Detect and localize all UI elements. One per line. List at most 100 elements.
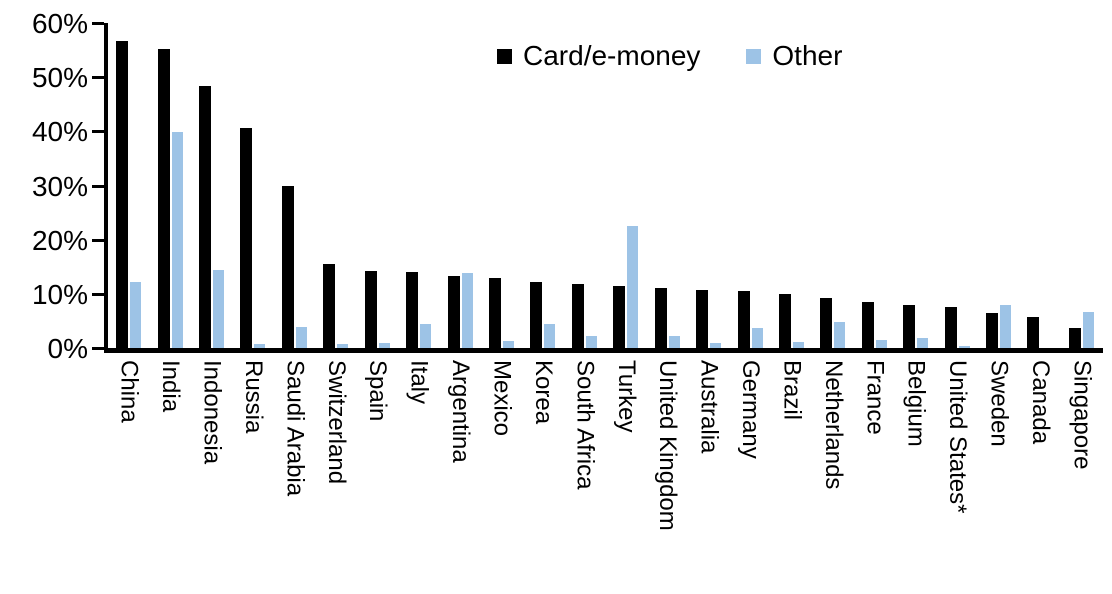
y-tick-label-50: 50% bbox=[31, 62, 88, 94]
x-label-france: France bbox=[861, 360, 889, 435]
y-tick-mark-50 bbox=[92, 76, 104, 80]
legend-label-card-e-money: Card/e-money bbox=[523, 40, 701, 71]
bar-other-italy bbox=[420, 324, 432, 348]
bar-other-germany bbox=[751, 328, 763, 348]
plot-area bbox=[108, 23, 1102, 348]
bar-group-germany bbox=[729, 23, 770, 348]
y-tick-label-30: 30% bbox=[31, 170, 88, 202]
legend-item-card-e-money: Card/e-money bbox=[497, 40, 700, 72]
bar-card-e-money-saudi-arabia bbox=[281, 186, 294, 348]
x-axis-line bbox=[104, 348, 1103, 353]
bar-other-united-kingdom bbox=[668, 336, 680, 348]
x-label-italy: Italy bbox=[405, 360, 433, 405]
y-tick-mark-40 bbox=[92, 130, 104, 134]
x-label-russia: Russia bbox=[239, 360, 267, 434]
bar-card-e-money-spain bbox=[364, 271, 377, 348]
bar-group-argentina bbox=[439, 23, 480, 348]
bar-other-india bbox=[171, 132, 183, 348]
bar-card-e-money-united-states bbox=[944, 306, 957, 348]
x-label-slot-spain: Spain bbox=[357, 360, 398, 592]
bar-card-e-money-turkey bbox=[613, 285, 626, 348]
y-tick-label-40: 40% bbox=[31, 116, 88, 148]
bar-card-e-money-united-kingdom bbox=[654, 288, 667, 348]
y-tick-label-0: 0% bbox=[47, 333, 88, 364]
bar-group-sweden bbox=[978, 23, 1019, 348]
bar-card-e-money-germany bbox=[737, 290, 750, 348]
bar-other-netherlands bbox=[834, 321, 846, 348]
x-label-slot-india: India bbox=[149, 360, 190, 592]
bar-other-argentina bbox=[461, 273, 473, 348]
bar-group-india bbox=[149, 23, 190, 348]
x-label-brazil: Brazil bbox=[778, 360, 806, 421]
x-label-slot-saudi-arabia: Saudi Arabia bbox=[274, 360, 315, 592]
x-label-slot-canada: Canada bbox=[1019, 360, 1060, 592]
x-label-slot-south-africa: South Africa bbox=[564, 360, 605, 592]
x-label-south-africa: South Africa bbox=[571, 360, 599, 490]
y-axis-line bbox=[104, 23, 108, 349]
x-label-slot-brazil: Brazil bbox=[771, 360, 812, 592]
x-label-slot-argentina: Argentina bbox=[439, 360, 480, 592]
x-label-korea: Korea bbox=[529, 360, 557, 425]
bar-other-mexico bbox=[503, 341, 514, 348]
x-label-germany: Germany bbox=[737, 360, 765, 459]
x-label-slot-russia: Russia bbox=[232, 360, 273, 592]
bar-card-e-money-south-africa bbox=[571, 284, 584, 348]
bar-group-netherlands bbox=[812, 23, 853, 348]
bar-card-e-money-australia bbox=[696, 290, 709, 348]
bar-card-e-money-canada bbox=[1027, 316, 1040, 348]
bar-other-belgium bbox=[917, 338, 929, 348]
bar-other-spain bbox=[378, 343, 390, 348]
x-label-slot-united-states: United States* bbox=[936, 360, 977, 592]
bar-group-brazil bbox=[771, 23, 812, 348]
x-label-slot-korea: Korea bbox=[522, 360, 563, 592]
x-label-slot-switzerland: Switzerland bbox=[315, 360, 356, 592]
bar-group-korea bbox=[522, 23, 563, 348]
y-tick-mark-60 bbox=[92, 22, 104, 25]
x-label-slot-united-kingdom: United Kingdom bbox=[646, 360, 687, 592]
x-label-slot-germany: Germany bbox=[729, 360, 770, 592]
x-label-indonesia: Indonesia bbox=[198, 360, 226, 465]
bar-other-australia bbox=[710, 343, 722, 348]
bar-other-china bbox=[130, 281, 142, 348]
x-label-singapore: Singapore bbox=[1068, 360, 1096, 470]
bar-group-italy bbox=[398, 23, 439, 348]
x-label-slot-france: France bbox=[854, 360, 895, 592]
bar-group-france bbox=[854, 23, 895, 348]
x-label-united-kingdom: United Kingdom bbox=[654, 360, 682, 531]
legend-label-other: Other bbox=[772, 40, 843, 71]
bar-card-e-money-china bbox=[116, 40, 129, 348]
bar-group-indonesia bbox=[191, 23, 232, 348]
bar-card-e-money-sweden bbox=[986, 313, 999, 348]
bar-group-switzerland bbox=[315, 23, 356, 348]
x-label-slot-australia: Australia bbox=[688, 360, 729, 592]
x-label-slot-turkey: Turkey bbox=[605, 360, 646, 592]
y-tick-label-20: 20% bbox=[31, 224, 88, 256]
bar-group-china bbox=[108, 23, 149, 348]
x-label-india: India bbox=[157, 360, 185, 413]
x-label-saudi-arabia: Saudi Arabia bbox=[281, 360, 309, 497]
legend-item-other: Other bbox=[746, 40, 842, 72]
bar-other-russia bbox=[254, 343, 266, 348]
bar-other-switzerland bbox=[337, 344, 349, 348]
bar-group-canada bbox=[1019, 23, 1060, 348]
x-label-sweden: Sweden bbox=[985, 360, 1013, 447]
bar-card-e-money-russia bbox=[240, 127, 253, 348]
bar-other-france bbox=[875, 339, 887, 348]
x-label-switzerland: Switzerland bbox=[322, 360, 350, 485]
bar-card-e-money-switzerland bbox=[323, 263, 336, 348]
x-label-canada: Canada bbox=[1026, 360, 1054, 445]
bar-other-saudi-arabia bbox=[295, 326, 307, 348]
x-label-slot-singapore: Singapore bbox=[1061, 360, 1102, 592]
bar-group-australia bbox=[688, 23, 729, 348]
bar-other-united-states bbox=[958, 346, 970, 348]
bar-other-turkey bbox=[627, 225, 639, 348]
bar-group-south-africa bbox=[564, 23, 605, 348]
bar-group-spain bbox=[357, 23, 398, 348]
bar-group-mexico bbox=[481, 23, 522, 348]
bar-card-e-money-korea bbox=[530, 281, 543, 348]
legend-swatch-other bbox=[746, 48, 762, 64]
x-label-netherlands: Netherlands bbox=[819, 360, 847, 490]
x-label-slot-belgium: Belgium bbox=[895, 360, 936, 592]
bar-card-e-money-belgium bbox=[903, 304, 916, 348]
x-label-belgium: Belgium bbox=[902, 360, 930, 447]
